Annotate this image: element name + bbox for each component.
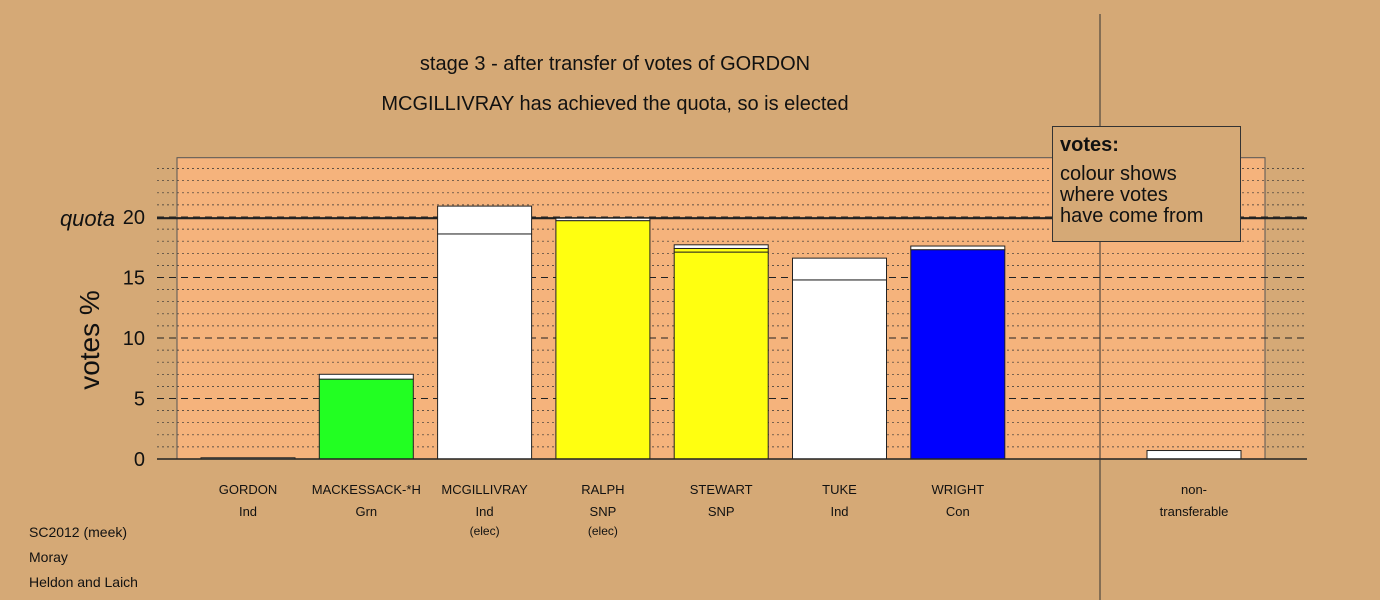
footer-election: SC2012 (meek) — [29, 524, 128, 540]
nontransferable-label: non- — [1181, 482, 1207, 497]
candidate-party: SNP — [708, 504, 735, 519]
bar-segment — [910, 245, 1006, 251]
candidate-party: Grn — [355, 504, 377, 519]
candidate-party: Ind — [239, 504, 257, 519]
candidate-name: MCGILLIVRAY — [441, 482, 528, 497]
legend-heading: votes: — [1060, 134, 1119, 156]
y-tick-label: 20 — [123, 207, 145, 229]
bar-segment — [792, 257, 887, 281]
candidate-name: WRIGHT — [931, 482, 984, 497]
bar-segment — [318, 378, 414, 460]
quota-label: quota — [60, 206, 115, 231]
nontransferable-label: transferable — [1160, 504, 1229, 519]
bar-segment — [673, 244, 769, 249]
chart-subtitle: MCGILLIVRAY has achieved the quota, so i… — [381, 93, 849, 115]
nontransferable-bar — [1146, 450, 1242, 460]
candidate-name: STEWART — [690, 482, 753, 497]
bar-segment — [673, 251, 769, 460]
candidate-name: TUKE — [822, 482, 857, 497]
y-tick-label: 10 — [123, 328, 145, 350]
legend-line: have come from — [1060, 205, 1204, 227]
bar-segment — [792, 279, 887, 460]
y-tick-label: 15 — [123, 268, 145, 290]
bar-segment — [555, 220, 651, 460]
y-tick-label: 0 — [134, 449, 145, 471]
bar-segment — [555, 217, 651, 222]
legend-box: votes: colour shows where votes have com… — [1052, 126, 1241, 242]
y-axis-title: votes % — [74, 290, 105, 390]
candidate-status: (elec) — [470, 524, 500, 538]
bar-segment — [673, 247, 769, 253]
y-tick-label: 5 — [134, 389, 145, 411]
bar-segment — [318, 373, 414, 380]
candidate-party: Ind — [830, 504, 848, 519]
candidate-name: RALPH — [581, 482, 624, 497]
chart-title: stage 3 - after transfer of votes of GOR… — [419, 53, 811, 75]
footer-ward: Heldon and Laich — [29, 574, 138, 590]
legend-line: where votes — [1060, 184, 1168, 206]
candidate-status: (elec) — [588, 524, 618, 538]
footer-council: Moray — [29, 549, 68, 565]
legend-line: colour shows — [1060, 163, 1177, 185]
candidate-party: Ind — [476, 504, 494, 519]
bar-segment — [910, 249, 1006, 460]
candidate-party: SNP — [590, 504, 617, 519]
candidate-party: Con — [946, 504, 970, 519]
bar-segment — [437, 205, 533, 235]
candidate-name: GORDON — [219, 482, 278, 497]
bar-segment — [437, 233, 533, 460]
candidate-name: MACKESSACK-*H — [312, 482, 421, 497]
